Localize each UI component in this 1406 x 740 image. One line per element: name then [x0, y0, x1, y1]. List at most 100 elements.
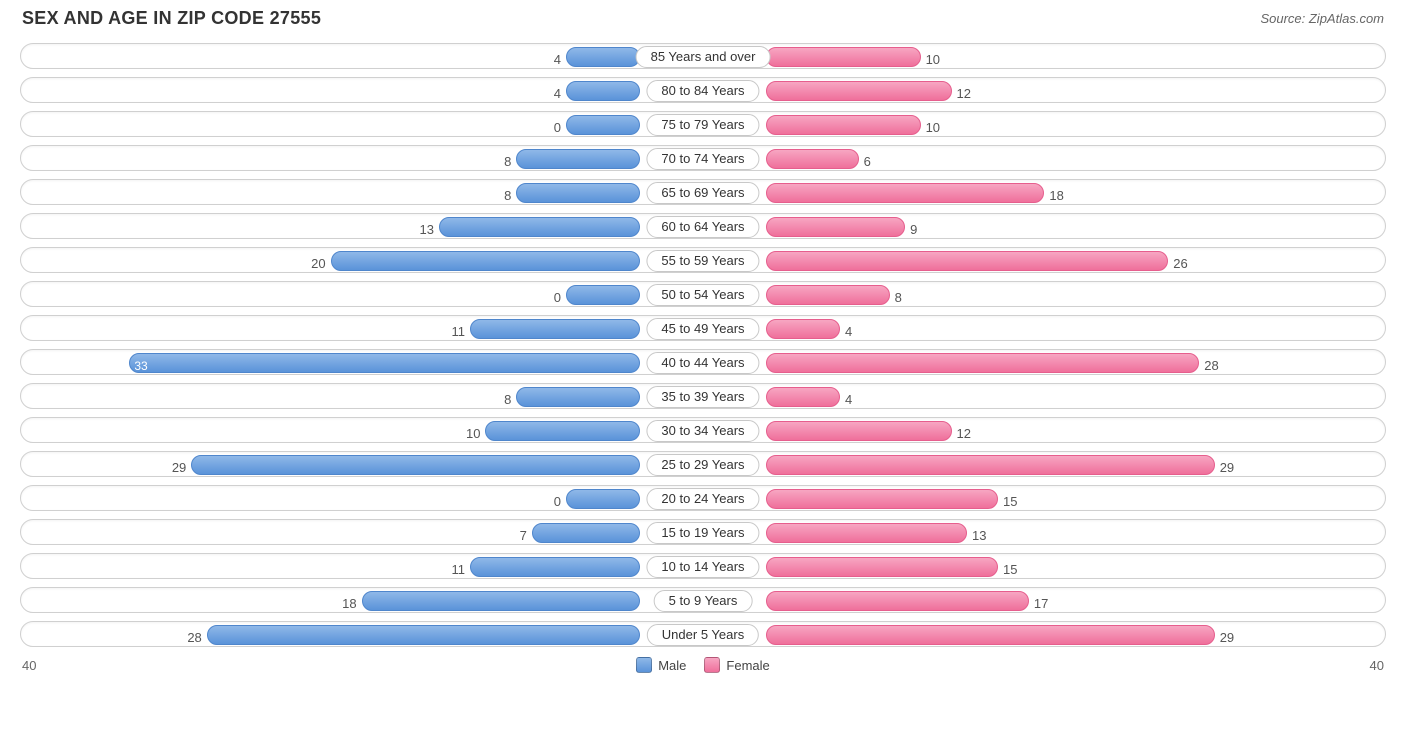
male-value: 11: [451, 324, 471, 339]
age-category-label: 50 to 54 Years: [646, 284, 759, 306]
male-value: 8: [504, 154, 517, 169]
age-category-label: 5 to 9 Years: [654, 590, 753, 612]
male-value: 29: [172, 460, 192, 475]
axis-left-max: 40: [22, 658, 36, 673]
male-value: 20: [311, 256, 331, 271]
age-row: 4 12 80 to 84 Years: [20, 77, 1386, 103]
male-bar: 18: [362, 591, 641, 611]
male-bar: 29: [191, 455, 640, 475]
female-half: 10: [766, 112, 1385, 136]
male-value: 4: [554, 52, 567, 67]
female-bar: 18: [766, 183, 1045, 203]
female-bar: 8: [766, 285, 890, 305]
female-half: 29: [766, 452, 1385, 476]
age-row: 11445 to 49 Years: [20, 315, 1386, 341]
male-bar: 4: [566, 81, 640, 101]
age-row: 0 10 75 to 79 Years: [20, 111, 1386, 137]
female-swatch-icon: [704, 657, 720, 673]
female-bar: 6: [766, 149, 859, 169]
female-bar: 15: [766, 489, 998, 509]
age-category-label: 10 to 14 Years: [646, 556, 759, 578]
female-half: 26: [766, 248, 1385, 272]
female-bar: 29: [766, 455, 1215, 475]
female-bar: 17: [766, 591, 1029, 611]
female-value: 28: [1198, 358, 1218, 373]
female-bar: 4: [766, 387, 840, 407]
age-category-label: 70 to 74 Years: [646, 148, 759, 170]
female-value: 4: [839, 324, 852, 339]
age-row: 18 17 5 to 9 Years: [20, 587, 1386, 613]
male-bar: 0: [566, 489, 640, 509]
male-half: 13: [21, 214, 640, 238]
male-bar: 11: [470, 319, 640, 339]
age-row: 41085 Years and over: [20, 43, 1386, 69]
male-half: 0: [21, 112, 640, 136]
age-category-label: 25 to 29 Years: [646, 454, 759, 476]
male-half: 28: [21, 622, 640, 646]
male-swatch-icon: [636, 657, 652, 673]
legend: Male Female: [636, 657, 770, 673]
female-bar: 29: [766, 625, 1215, 645]
male-half: 4: [21, 44, 640, 68]
female-bar: 28: [766, 353, 1199, 373]
male-half: 11: [21, 554, 640, 578]
age-row: 8435 to 39 Years: [20, 383, 1386, 409]
female-bar: 15: [766, 557, 998, 577]
age-category-label: 15 to 19 Years: [646, 522, 759, 544]
male-bar: 10: [485, 421, 640, 441]
male-bar: 33: [129, 353, 640, 373]
male-half: 10: [21, 418, 640, 442]
female-bar: 4: [766, 319, 840, 339]
male-bar: 20: [331, 251, 641, 271]
female-half: 4: [766, 384, 1385, 408]
age-category-label: 20 to 24 Years: [646, 488, 759, 510]
male-half: 8: [21, 384, 640, 408]
female-half: 29: [766, 622, 1385, 646]
age-category-label: 30 to 34 Years: [646, 420, 759, 442]
male-value: 11: [451, 562, 471, 577]
female-half: 6: [766, 146, 1385, 170]
male-bar: 13: [439, 217, 640, 237]
female-value: 8: [889, 290, 902, 305]
age-category-label: 60 to 64 Years: [646, 216, 759, 238]
female-value: 26: [1167, 256, 1187, 271]
age-row: 202655 to 59 Years: [20, 247, 1386, 273]
male-half: 18: [21, 588, 640, 612]
age-category-label: 40 to 44 Years: [646, 352, 759, 374]
female-half: 17: [766, 588, 1385, 612]
male-half: 0: [21, 282, 640, 306]
axis-right-max: 40: [1370, 658, 1384, 673]
male-half: 33: [21, 350, 640, 374]
female-half: 18: [766, 180, 1385, 204]
age-category-label: 80 to 84 Years: [646, 80, 759, 102]
male-half: 8: [21, 180, 640, 204]
male-value: 13: [420, 222, 440, 237]
age-category-label: Under 5 Years: [647, 624, 759, 646]
male-half: 11: [21, 316, 640, 340]
male-half: 4: [21, 78, 640, 102]
female-bar: 13: [766, 523, 967, 543]
male-bar: 11: [470, 557, 640, 577]
female-value: 15: [997, 562, 1017, 577]
age-category-label: 75 to 79 Years: [646, 114, 759, 136]
male-value: 0: [554, 120, 567, 135]
chart-title: SEX AND AGE IN ZIP CODE 27555: [22, 8, 321, 29]
age-row: 8 6 70 to 74 Years: [20, 145, 1386, 171]
female-half: 12: [766, 78, 1385, 102]
female-bar: 9: [766, 217, 905, 237]
chart-area: 41085 Years and over41280 to 84 Years010…: [0, 43, 1406, 647]
age-row: 0 8 50 to 54 Years: [20, 281, 1386, 307]
male-half: 0: [21, 486, 640, 510]
male-value: 8: [504, 392, 517, 407]
male-bar: 8: [516, 183, 640, 203]
male-value: 10: [466, 426, 486, 441]
female-value: 12: [951, 86, 971, 101]
female-bar: 26: [766, 251, 1169, 271]
female-bar: 12: [766, 81, 952, 101]
female-value: 12: [951, 426, 971, 441]
age-category-label: 65 to 69 Years: [646, 182, 759, 204]
female-half: 8: [766, 282, 1385, 306]
female-half: 12: [766, 418, 1385, 442]
chart-header: SEX AND AGE IN ZIP CODE 27555 Source: Zi…: [0, 0, 1406, 43]
male-bar: 8: [516, 149, 640, 169]
